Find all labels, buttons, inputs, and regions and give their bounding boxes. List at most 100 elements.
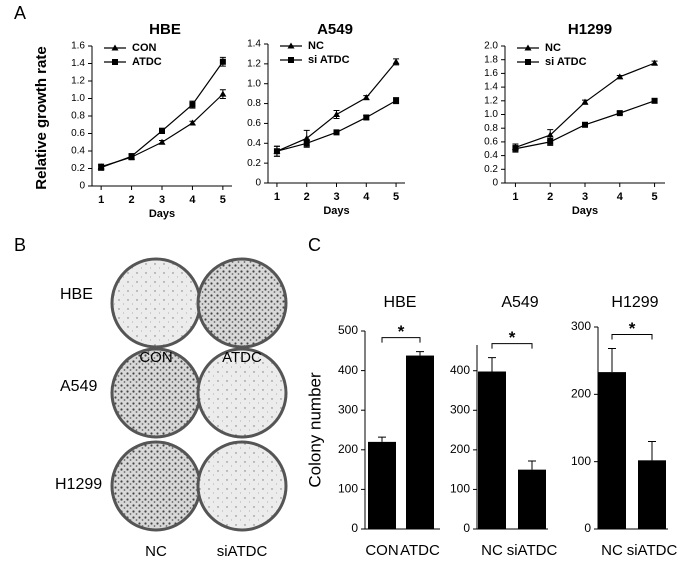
significance-bracket [491,343,533,349]
legend-label: si ATDC [308,54,350,66]
y-axis-label: Colony number [305,372,324,488]
y-tick-label: 1.0 [71,93,85,104]
x-tick-label: 2 [129,194,135,206]
x-tick-label: 3 [582,191,588,203]
marker [392,58,400,65]
legend-label: CON [132,42,157,54]
annotation: * [629,319,636,338]
y-tick-label: 500 [338,323,358,337]
y-tick-label: 100 [338,482,358,496]
significance-bracket [381,337,421,343]
x-tick-label: siATDC [507,542,558,559]
chart-title: A549 [501,294,538,311]
y-tick-label: 1.4 [247,39,261,50]
column-label: siATDC [217,543,268,560]
marker [273,148,280,155]
x-tick-label: 2 [304,191,310,203]
y-tick-label: 1.4 [71,58,85,69]
chart-title: HBE [384,294,417,311]
chart-title: HBE [149,21,181,38]
panel-label: C [308,235,321,255]
y-tick-label: 1.0 [484,109,498,120]
line [276,61,397,152]
marker [616,110,623,117]
x-axis-label: Days [149,208,175,220]
dish [196,440,288,532]
x-axis-label: Days [323,205,349,217]
x-tick-label: 3 [159,194,165,206]
x-tick-label: 5 [652,191,658,203]
bar [368,441,396,529]
marker [159,127,165,134]
y-tick-label: 1.4 [484,82,498,93]
y-tick-label: 1.2 [247,58,261,69]
y-tick-label: 300 [338,402,358,416]
y-tick-label: 400 [338,363,358,377]
error-bar [378,436,386,442]
row-label: A549 [60,378,97,395]
y-tick-label: 2.0 [484,41,498,52]
line [100,61,224,169]
marker [512,145,519,152]
y-tick-label: 0 [351,521,358,535]
y-tick-label: 100 [450,482,470,496]
marker [188,119,196,126]
column-label: CON [139,349,172,366]
x-tick-label: 4 [617,191,624,203]
significance-bracket [611,334,653,340]
panel-label: B [14,235,26,255]
dish [196,257,288,349]
y-tick-label: 1.2 [484,95,498,106]
line [515,62,655,148]
x-tick-label: NC [601,542,623,559]
marker [546,131,554,138]
marker [524,44,532,51]
marker [158,138,166,145]
marker [363,114,370,121]
y-tick-label: 200 [450,442,470,456]
y-tick-label: 0.8 [247,98,261,109]
column-label: NC [145,543,167,560]
legend-label: NC [308,40,324,52]
y-tick-label: 400 [450,363,470,377]
y-tick-label: 0.2 [71,163,85,174]
marker [219,90,227,97]
y-tick-label: 0.6 [484,137,498,148]
error-bar [488,357,496,372]
x-tick-label: 4 [363,191,370,203]
legend-label: si ATDC [545,56,587,68]
marker [111,44,119,51]
marker [128,153,135,160]
y-tick-label: 0.4 [71,146,85,157]
y-tick-label: 0.2 [484,164,498,175]
bar [598,372,626,529]
x-tick-label: CON [365,542,398,559]
y-tick-label: 300 [571,319,591,333]
x-tick-label: 4 [189,194,196,206]
y-tick-label: 200 [338,442,358,456]
marker [189,101,196,108]
y-tick-label: 100 [571,454,591,468]
y-tick-label: 0.4 [484,150,498,161]
marker [362,94,370,101]
annotation: * [509,328,516,347]
annotation: * [398,322,405,341]
legend-label: ATDC [132,56,162,68]
error-bar [648,440,656,461]
marker [287,42,295,49]
column-label: ATDC [222,349,262,366]
marker [219,58,226,65]
y-tick-label: 200 [571,387,591,401]
marker [98,164,105,171]
x-tick-label: NC [481,542,503,559]
y-tick-label: 0.4 [247,138,261,149]
marker [581,98,589,105]
y-tick-label: 0.8 [484,123,498,134]
dish [196,347,288,439]
marker [651,59,659,66]
marker [525,59,531,65]
y-tick-label: 1.2 [71,76,85,87]
panel-label: A [14,3,26,23]
